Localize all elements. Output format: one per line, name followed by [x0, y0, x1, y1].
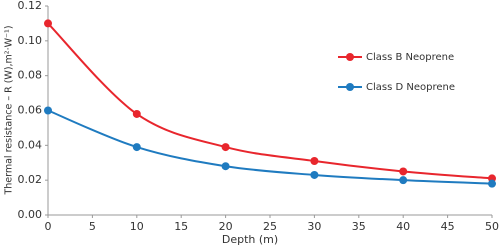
y-axis-label: Thermal resistance – R (W),m²·W⁻¹): [4, 25, 15, 195]
data-point: [399, 176, 408, 185]
x-tick-label: 40: [396, 220, 410, 233]
data-point: [221, 143, 230, 152]
x-axis-label: Depth (m): [222, 233, 278, 246]
legend-label: Class B Neoprene: [366, 52, 454, 63]
series-line: [47, 22, 493, 180]
data-point: [399, 167, 408, 176]
data-point: [221, 162, 230, 171]
y-tick-label: 0.00: [18, 208, 43, 221]
x-tick-label: 25: [263, 220, 277, 233]
legend-marker: [346, 53, 354, 61]
legend-label: Class D Neoprene: [366, 82, 455, 93]
data-point: [44, 19, 52, 28]
x-tick-label: 20: [219, 220, 233, 233]
data-point: [44, 106, 52, 115]
data-point: [132, 143, 141, 152]
y-tick-label: 0.06: [18, 104, 43, 117]
legend-marker: [346, 83, 354, 91]
data-point: [488, 179, 496, 188]
x-tick-label: 30: [307, 220, 321, 233]
y-tick-label: 0.02: [18, 173, 43, 186]
y-tick-label: 0.08: [18, 69, 43, 82]
data-point: [310, 170, 319, 179]
data-point: [310, 157, 319, 166]
y-tick-label: 0.04: [18, 138, 43, 151]
x-tick-label: 0: [45, 220, 52, 233]
y-tick-label: 0.10: [18, 34, 43, 47]
x-tick-label: 10: [130, 220, 144, 233]
x-tick-label: 35: [352, 220, 366, 233]
data-point: [132, 109, 141, 118]
x-tick-label: 50: [485, 220, 499, 233]
series-line: [47, 109, 493, 185]
x-tick-label: 45: [441, 220, 455, 233]
x-tick-label: 15: [174, 220, 188, 233]
x-tick-label: 5: [89, 220, 96, 233]
y-tick-label: 0.12: [18, 0, 43, 12]
